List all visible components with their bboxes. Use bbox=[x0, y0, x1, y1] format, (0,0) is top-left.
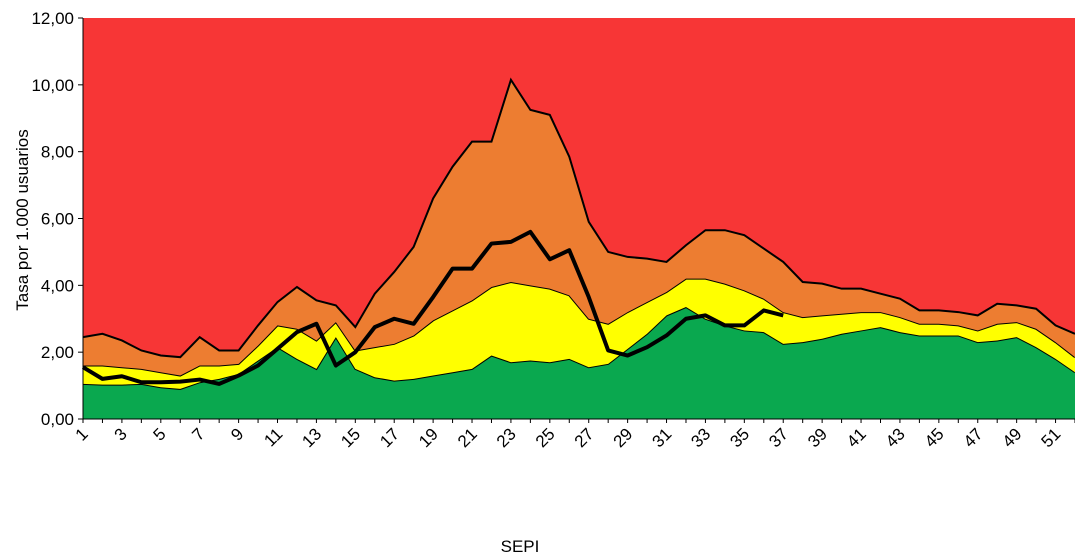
x-tick-label: 29 bbox=[610, 424, 637, 451]
x-tick-label: 35 bbox=[726, 424, 753, 451]
y-tick-label: 8,00 bbox=[41, 143, 74, 162]
area bbox=[83, 79, 1075, 376]
x-tick-label: 7 bbox=[188, 424, 208, 444]
x-tick-label: 17 bbox=[376, 424, 403, 451]
y-axis-label: Tasa por 1.000 usuarios bbox=[13, 129, 32, 310]
x-tick-label: 11 bbox=[260, 424, 286, 450]
x-tick-label: 39 bbox=[804, 424, 831, 451]
x-tick-label: 23 bbox=[493, 424, 520, 451]
y-tick-label: 0,00 bbox=[41, 410, 74, 429]
x-tick-label: 21 bbox=[454, 424, 481, 451]
x-tick-label: 19 bbox=[415, 424, 442, 451]
x-tick-label: 3 bbox=[111, 424, 131, 444]
y-tick-label: 12,00 bbox=[31, 9, 74, 28]
x-tick-label: 13 bbox=[298, 424, 325, 451]
y-tick-label: 4,00 bbox=[41, 276, 74, 295]
x-tick-label: 9 bbox=[227, 424, 247, 444]
x-tick-label: 47 bbox=[960, 424, 987, 451]
x-axis-label: SEPI bbox=[501, 537, 540, 556]
x-tick-label: 5 bbox=[150, 424, 170, 444]
x-tick-label: 45 bbox=[921, 424, 948, 451]
x-tick-label: 1 bbox=[72, 424, 92, 444]
x-tick-label: 41 bbox=[843, 424, 870, 451]
x-tick-label: 51 bbox=[1038, 424, 1065, 451]
area-edge bbox=[82, 77, 1075, 359]
area bbox=[83, 278, 1075, 389]
line bbox=[81, 229, 784, 386]
x-tick-label: 33 bbox=[687, 424, 714, 451]
y-tick-label: 2,00 bbox=[41, 343, 74, 362]
x-tick-label: 37 bbox=[765, 424, 792, 451]
x-tick-label: 31 bbox=[649, 424, 676, 451]
x-tick-label: 15 bbox=[337, 424, 364, 451]
x-tick-label: 43 bbox=[882, 424, 909, 451]
y-tick-label: 6,00 bbox=[41, 210, 74, 229]
x-tick-label: 27 bbox=[571, 424, 598, 451]
x-tick-label: 49 bbox=[999, 424, 1026, 451]
y-tick-label: 10,00 bbox=[31, 76, 74, 95]
x-tick-label: 25 bbox=[532, 424, 559, 451]
